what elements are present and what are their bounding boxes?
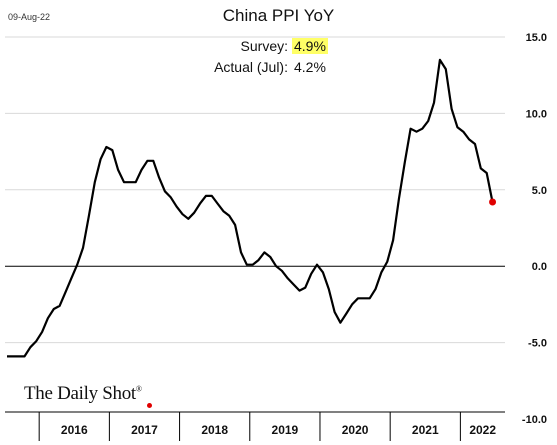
annotation-box: Survey: 4.9% Actual (Jul): 4.2% — [180, 38, 360, 82]
survey-label: Survey: — [240, 38, 288, 54]
y-tick-label: -10.0 — [522, 414, 547, 426]
actual-value: 4.2% — [294, 59, 326, 75]
last-point-marker — [489, 198, 497, 206]
chart-title: China PPI YoY — [222, 6, 335, 25]
series-line-ppi — [7, 58, 494, 358]
date-stamp: 09-Aug-22 — [8, 12, 51, 22]
brand-name: The Daily Shot — [24, 383, 136, 404]
y-tick-label: 10.0 — [526, 108, 547, 120]
y-tick-label: -5.0 — [528, 338, 547, 350]
actual-label: Actual (Jul): — [214, 59, 288, 75]
brand-logo: The Daily Shot® — [24, 383, 152, 408]
survey-value: 4.9% — [292, 38, 328, 54]
x-tick-label: 2017 — [131, 423, 158, 437]
x-tick-label: 2020 — [342, 423, 369, 437]
x-tick-label: 2016 — [61, 423, 88, 437]
brand-mark: ® — [135, 384, 142, 394]
gridlines — [5, 36, 505, 344]
x-tick-label: 2018 — [201, 423, 228, 437]
x-tick-label: 2021 — [412, 423, 439, 437]
y-tick-label: 5.0 — [532, 185, 547, 197]
y-axis: 15.0 10.0 5.0 0.0 -5.0 -10.0 — [522, 32, 547, 426]
y-tick-label: 0.0 — [532, 261, 547, 273]
x-tick-label: 2022 — [469, 423, 496, 437]
x-axis-band: 2016 2017 2018 2019 2020 2021 2022 — [5, 411, 505, 441]
x-tick-label: 2019 — [272, 423, 299, 437]
brand-dot — [147, 403, 152, 408]
y-tick-label: 15.0 — [526, 32, 547, 44]
